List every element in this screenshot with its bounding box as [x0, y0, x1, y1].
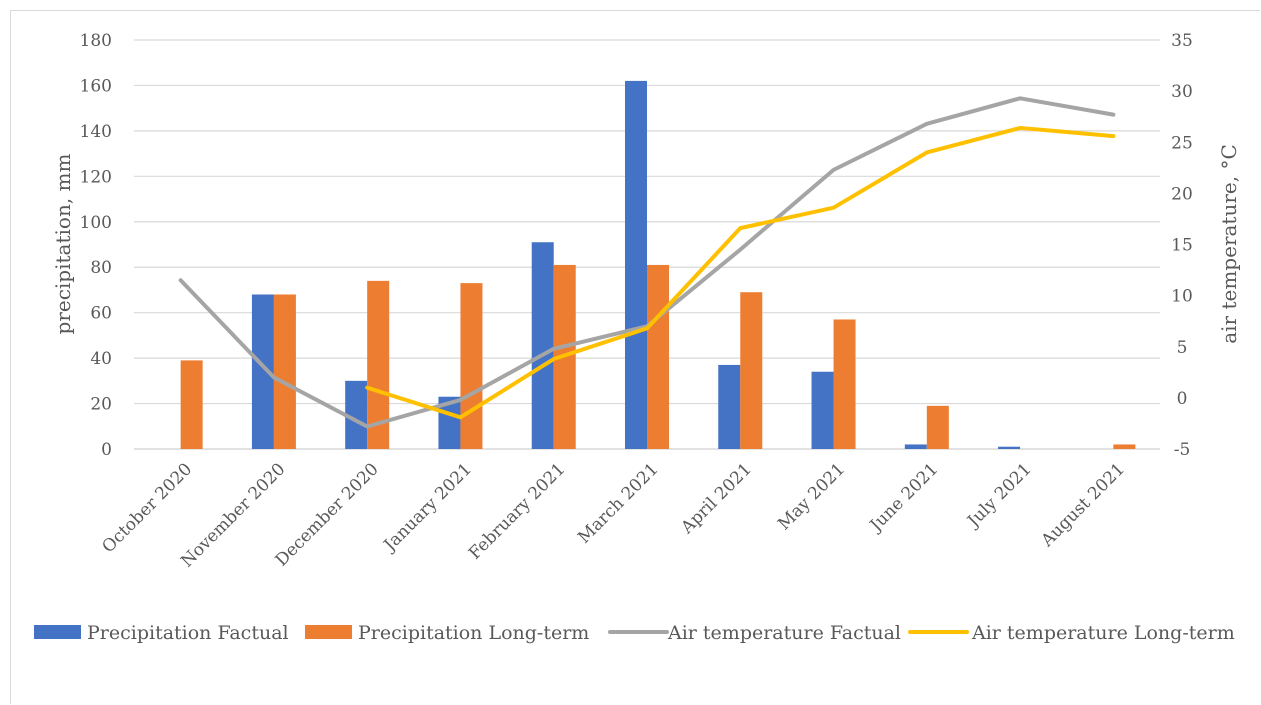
bar-precip-longterm	[833, 319, 856, 449]
line-airtemp-longterm	[365, 125, 1116, 420]
bar-precip-longterm	[367, 280, 390, 449]
x-tick-label: February 2021	[465, 459, 569, 563]
bar-precip-factual	[438, 396, 461, 449]
right-tick-label: 35	[1171, 31, 1193, 51]
right-tick-label: 30	[1171, 82, 1193, 102]
legend-swatch	[34, 625, 81, 639]
bar-precip-factual	[531, 242, 554, 449]
legend: Precipitation Factual Precipitation Long-…	[34, 622, 1235, 644]
left-tick-label: 0	[101, 440, 112, 460]
right-tick-label: 20	[1171, 184, 1193, 204]
bar-precip-factual	[251, 294, 274, 449]
x-tick-label: January 2021	[379, 459, 476, 556]
left-tick-label: 100	[80, 213, 112, 233]
right-tick-label: 15	[1171, 236, 1193, 256]
bar-precip-factual	[904, 444, 927, 449]
x-tick-label: March 2021	[574, 459, 662, 547]
bar-precip-factual	[998, 446, 1021, 449]
left-tick-label: 140	[80, 122, 112, 142]
x-tick-label: May 2021	[774, 459, 849, 534]
bar-precip-longterm	[740, 292, 763, 449]
bar-precip-factual	[718, 364, 741, 449]
legend-label: Air temperature Factual	[667, 622, 901, 644]
bar-precip-factual	[811, 371, 834, 449]
bar-precip-longterm	[460, 283, 483, 449]
right-axis-ticks: -5 0 5 10 15 20 25 30 35	[1171, 31, 1193, 460]
x-tick-label: December 2020	[272, 459, 383, 570]
bar-precip-factual	[345, 380, 368, 449]
legend-swatch	[305, 625, 352, 639]
bar-precip-longterm	[180, 360, 203, 449]
chart-frame	[10, 10, 1260, 704]
left-tick-label: 160	[80, 76, 112, 96]
right-tick-label: 0	[1177, 389, 1188, 409]
left-axis-ticks: 0 20 40 60 80 100 120 140 160 180	[80, 31, 112, 460]
legend-label: Precipitation Long-term	[358, 622, 589, 644]
left-tick-label: 40	[90, 349, 112, 369]
left-tick-label: 180	[80, 31, 112, 51]
legend-label: Precipitation Factual	[87, 622, 289, 644]
bar-precip-longterm	[273, 294, 296, 449]
bar-precip-longterm	[647, 264, 669, 449]
right-tick-label: 25	[1171, 133, 1193, 153]
right-tick-label: 5	[1177, 338, 1188, 358]
x-tick-label: June 2021	[865, 459, 942, 536]
left-tick-label: 60	[90, 304, 112, 324]
bar-precip-factual	[625, 80, 647, 450]
lines	[178, 96, 1116, 429]
bar-precip-longterm	[926, 405, 949, 449]
right-tick-label: -5	[1174, 440, 1191, 460]
x-tick-label: April 2021	[677, 459, 756, 538]
left-axis-title: precipitation, mm	[51, 153, 75, 334]
x-tick-label: July 2021	[962, 459, 1035, 532]
x-tick-label: October 2020	[98, 459, 196, 557]
bar-precip-longterm	[1113, 444, 1136, 449]
x-tick-label: August 2021	[1037, 459, 1129, 551]
right-axis-title: air temperature, °C	[1217, 144, 1241, 344]
left-tick-label: 80	[90, 258, 112, 278]
right-tick-label: 10	[1171, 287, 1193, 307]
bars	[180, 80, 1136, 450]
left-tick-label: 120	[80, 167, 112, 187]
legend-label: Air temperature Long-term	[971, 622, 1235, 644]
left-tick-label: 20	[90, 395, 112, 415]
